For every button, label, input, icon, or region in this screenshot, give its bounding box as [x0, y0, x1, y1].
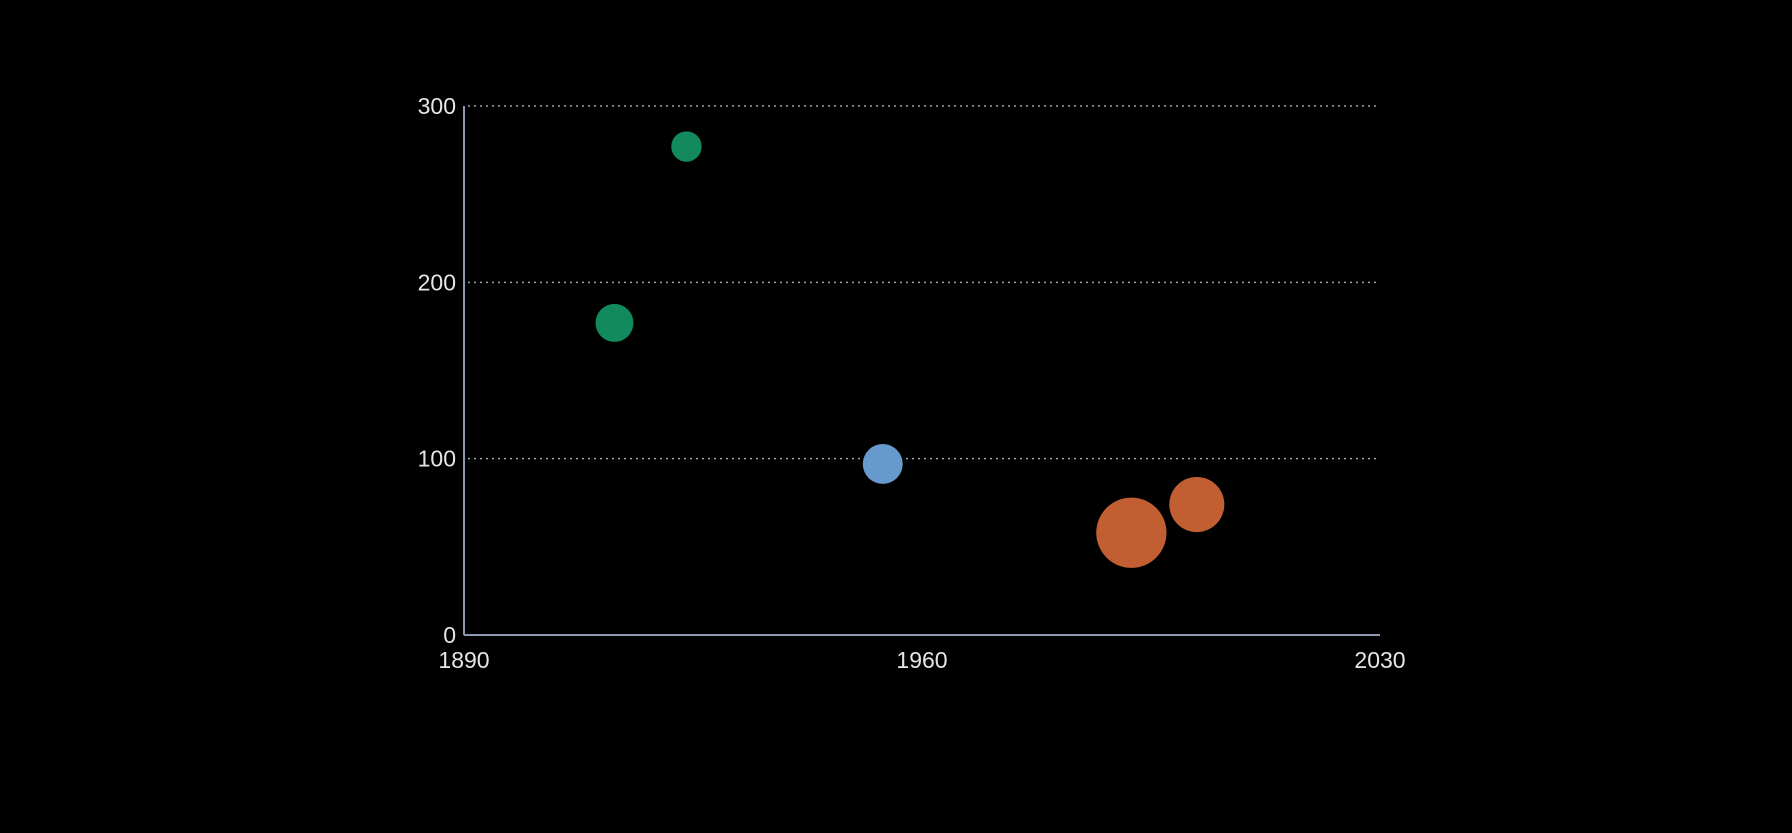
y-tick-label: 100: [418, 446, 456, 472]
data-point-bubble: [1169, 476, 1225, 533]
data-point-bubble: [862, 444, 903, 484]
data-point-bubble: [595, 303, 634, 342]
y-tick-label: 300: [418, 93, 456, 119]
data-point-bubble: [1096, 497, 1167, 568]
y-tick-label: 200: [418, 269, 456, 295]
y-tick-label: 0: [443, 622, 456, 648]
x-tick-label: 1960: [896, 647, 947, 673]
axis-layer: [463, 106, 1380, 636]
grid-layer: [468, 105, 1380, 460]
x-tick-label: 1890: [438, 647, 489, 673]
tick-label-layer: 0 100 200 300 1890 1960 2030: [418, 93, 1406, 673]
point-layer: [595, 131, 1225, 568]
data-point-bubble: [671, 131, 702, 162]
x-tick-label: 2030: [1354, 647, 1405, 673]
